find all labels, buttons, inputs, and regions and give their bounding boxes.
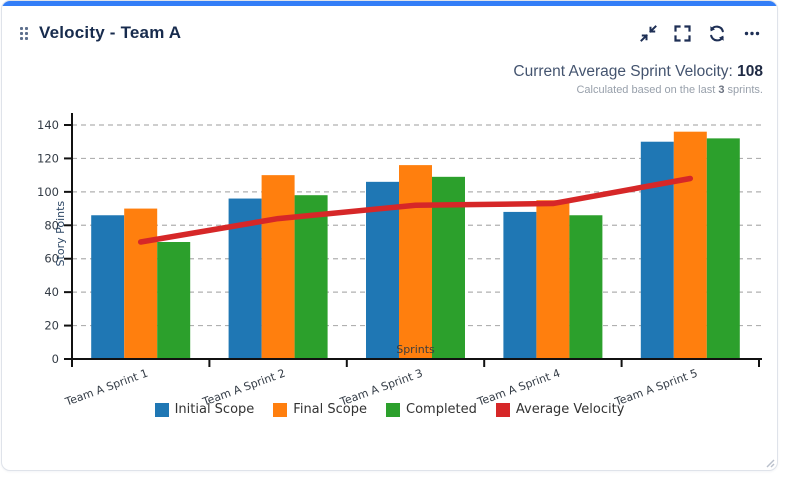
y-tick-label: 20 [44,319,59,333]
y-tick-label: 40 [44,285,59,299]
legend-swatch [386,402,400,417]
chart-legend: Initial Scope Final Scope Completed Average… [2,402,777,417]
y-tick-label: 0 [52,352,59,366]
legend-label: Final Scope [293,402,367,417]
average-velocity-line [137,175,694,245]
widget-header: Velocity - Team A [20,23,761,43]
legend-swatch [495,402,510,417]
y-tick-label: 60 [44,252,59,266]
bar-final-scope [399,165,432,359]
card-accent-bar [2,1,777,6]
collapse-icon[interactable] [640,24,657,42]
legend-item-completed: Completed [386,402,477,417]
bar-completed [569,215,603,359]
average-velocity-value: 108 [737,63,763,80]
legend-item-average-velocity: Average Velocity [495,402,625,417]
bar-initial-scope [640,141,674,359]
velocity-summary: Current Average Sprint Velocity: 108 Cal… [513,63,763,96]
bar-initial-scope [91,215,125,359]
widget-title: Velocity - Team A [39,23,182,42]
y-tick-label: 140 [37,118,59,132]
velocity-widget-card: Velocity - Team A [1,0,778,471]
y-tick-label: 80 [44,218,59,232]
fullscreen-icon[interactable] [674,24,691,42]
legend-swatch [154,402,169,417]
calculation-note: Calculated based on the last 3 sprints. [576,84,763,96]
bar-final-scope [261,175,295,359]
widget-toolbar [640,24,761,42]
legend-item-initial-scope: Initial Scope [154,402,255,417]
legend-swatch [273,402,288,417]
more-options-icon[interactable] [743,25,761,42]
average-velocity-text: Current Average Sprint Velocity: 108 [513,63,763,81]
bar-final-scope [124,208,158,359]
legend-item-final-scope: Final Scope [273,402,367,417]
bar-completed [157,242,191,359]
drag-handle-icon[interactable] [20,26,28,40]
y-tick-label: 100 [37,185,59,199]
bar-initial-scope [503,211,537,359]
bar-completed [294,195,328,359]
legend-label: Average Velocity [515,402,625,417]
y-tick-label: 120 [37,151,59,165]
legend-label: Completed [406,402,477,417]
x-axis-title: Sprints [396,343,435,356]
legend-label: Initial Scope [174,402,255,417]
y-axis-title: Story Points [54,201,67,267]
average-velocity-label: Current Average Sprint Velocity: [513,63,733,80]
bar-completed [706,138,740,359]
bar-final-scope [536,200,570,359]
resize-handle-icon[interactable] [765,458,775,468]
refresh-icon[interactable] [708,25,726,42]
bar-final-scope [673,131,707,359]
